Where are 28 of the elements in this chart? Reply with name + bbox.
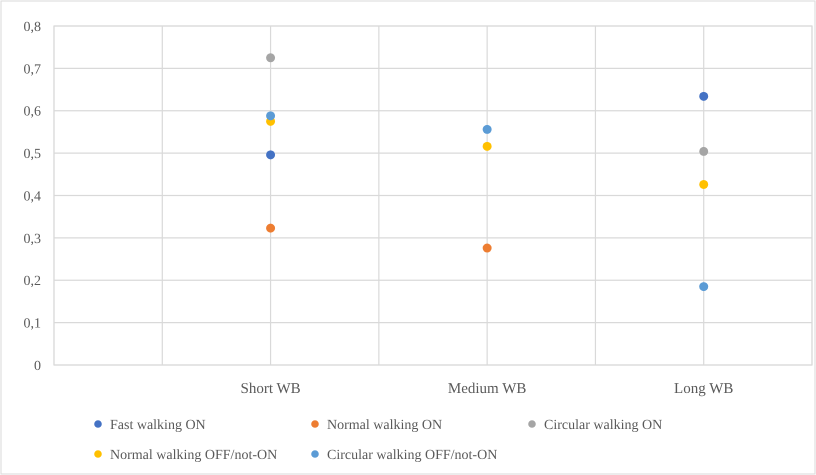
legend-label: Circular walking ON	[544, 418, 662, 433]
point	[699, 146, 708, 156]
y-tick-label: 0,2	[24, 274, 41, 290]
y-tick-label: 0	[34, 358, 41, 374]
point	[266, 224, 276, 233]
x-tick-label: Short WB	[240, 381, 301, 397]
point	[482, 124, 492, 134]
y-tick-label: 0,8	[24, 20, 41, 35]
point	[699, 92, 708, 101]
point	[699, 282, 708, 292]
y-tick-label: 0,7	[24, 62, 41, 78]
y-tick-label: 0,4	[24, 189, 41, 204]
legend-label: Circular walking OFF/not-ON	[327, 448, 498, 463]
y-tick-label: 0,3	[24, 232, 41, 247]
legend-label: Fast walking ON	[110, 418, 206, 433]
point	[482, 142, 492, 151]
point	[266, 53, 276, 62]
point	[699, 180, 708, 189]
y-tick-label: 0,5	[24, 147, 41, 162]
x-tick-label: Long WB	[674, 381, 734, 397]
point	[482, 244, 492, 253]
legend-label: Normal walking OFF/not-ON	[110, 448, 278, 463]
point	[266, 111, 276, 120]
legend-label: Normal walking ON	[327, 418, 442, 433]
point	[266, 150, 276, 160]
x-tick-label: Medium WB	[448, 381, 526, 397]
y-tick-label: 0,6	[24, 104, 41, 120]
y-tick-label: 0,1	[24, 316, 41, 332]
